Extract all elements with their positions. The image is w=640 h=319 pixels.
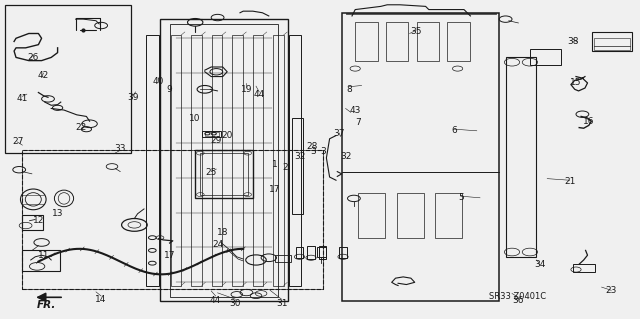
Bar (289, 35, 301, 286)
Bar (319, 246, 326, 259)
Text: 2: 2 (282, 163, 287, 172)
Text: 10: 10 (189, 114, 201, 122)
Text: 36: 36 (513, 296, 524, 305)
Bar (417, 22, 439, 61)
Text: 41: 41 (17, 94, 28, 103)
Text: 37: 37 (333, 130, 345, 138)
Text: SR33 Z0401C: SR33 Z0401C (488, 292, 546, 300)
Text: 39: 39 (127, 93, 139, 102)
Bar (339, 247, 347, 258)
Text: 17: 17 (269, 185, 281, 194)
Bar (296, 247, 303, 258)
Text: 22: 22 (76, 123, 87, 132)
Text: 7: 7 (356, 118, 361, 127)
Bar (22, 150, 323, 289)
Text: 17: 17 (164, 251, 175, 260)
Bar (205, 132, 219, 136)
Bar (506, 57, 536, 257)
Bar (191, 35, 202, 286)
Text: 3: 3 (321, 147, 326, 156)
Text: 5: 5 (458, 193, 463, 202)
Text: 11: 11 (38, 251, 49, 260)
Text: 33: 33 (114, 144, 125, 153)
Bar (22, 150, 323, 289)
Text: 44: 44 (253, 90, 265, 99)
Text: FR.: FR. (37, 300, 56, 310)
Text: 32: 32 (294, 152, 305, 161)
Text: 29: 29 (210, 136, 221, 145)
Text: 44: 44 (210, 296, 221, 305)
Text: 32: 32 (340, 152, 351, 161)
Bar (292, 118, 303, 214)
Text: 14: 14 (95, 295, 107, 304)
Text: 19: 19 (241, 85, 252, 94)
Bar (573, 264, 595, 272)
Bar (253, 35, 263, 286)
Bar (317, 247, 326, 257)
Bar (386, 22, 408, 61)
Text: 8: 8 (346, 85, 351, 94)
Text: 25: 25 (205, 168, 217, 177)
Bar (435, 193, 462, 238)
Text: 1: 1 (273, 160, 278, 169)
Text: 20: 20 (221, 131, 233, 140)
Bar (273, 35, 284, 286)
Bar (592, 32, 632, 51)
Text: 21: 21 (564, 177, 575, 186)
Text: 6: 6 (452, 126, 457, 135)
Text: 12: 12 (33, 216, 44, 225)
Bar (397, 193, 424, 238)
Text: 23: 23 (605, 286, 617, 295)
Bar (170, 24, 278, 297)
Text: 15: 15 (570, 78, 582, 87)
Text: 3: 3 (311, 147, 316, 156)
Text: 34: 34 (534, 260, 545, 269)
Bar (202, 131, 221, 137)
Text: 27: 27 (12, 137, 24, 146)
Bar (22, 215, 43, 230)
Text: 18: 18 (217, 228, 228, 237)
Text: 31: 31 (276, 299, 287, 308)
Bar (358, 193, 385, 238)
Bar (5, 5, 131, 153)
Text: 26: 26 (28, 53, 39, 62)
Bar (160, 19, 288, 301)
Bar (346, 13, 496, 14)
Bar (447, 22, 470, 61)
Text: 24: 24 (212, 240, 223, 249)
Bar (212, 35, 222, 286)
Text: 30: 30 (230, 299, 241, 308)
Text: 13: 13 (52, 209, 63, 218)
Text: 40: 40 (152, 77, 164, 86)
Text: 38: 38 (567, 37, 579, 46)
Bar (275, 255, 291, 262)
Bar (594, 38, 630, 50)
Text: 42: 42 (38, 71, 49, 80)
Bar (530, 49, 561, 65)
Bar (171, 35, 181, 286)
Bar (200, 153, 248, 195)
Text: 9: 9 (167, 85, 172, 94)
Bar (232, 35, 243, 286)
Bar (355, 22, 378, 61)
Text: 16: 16 (583, 117, 595, 126)
Text: 43: 43 (349, 106, 361, 115)
Text: 28: 28 (306, 142, 317, 151)
Bar (195, 150, 253, 198)
Text: 35: 35 (410, 27, 422, 36)
Bar (22, 250, 60, 271)
Bar (307, 246, 315, 259)
Bar (146, 35, 159, 286)
Bar (342, 13, 499, 301)
